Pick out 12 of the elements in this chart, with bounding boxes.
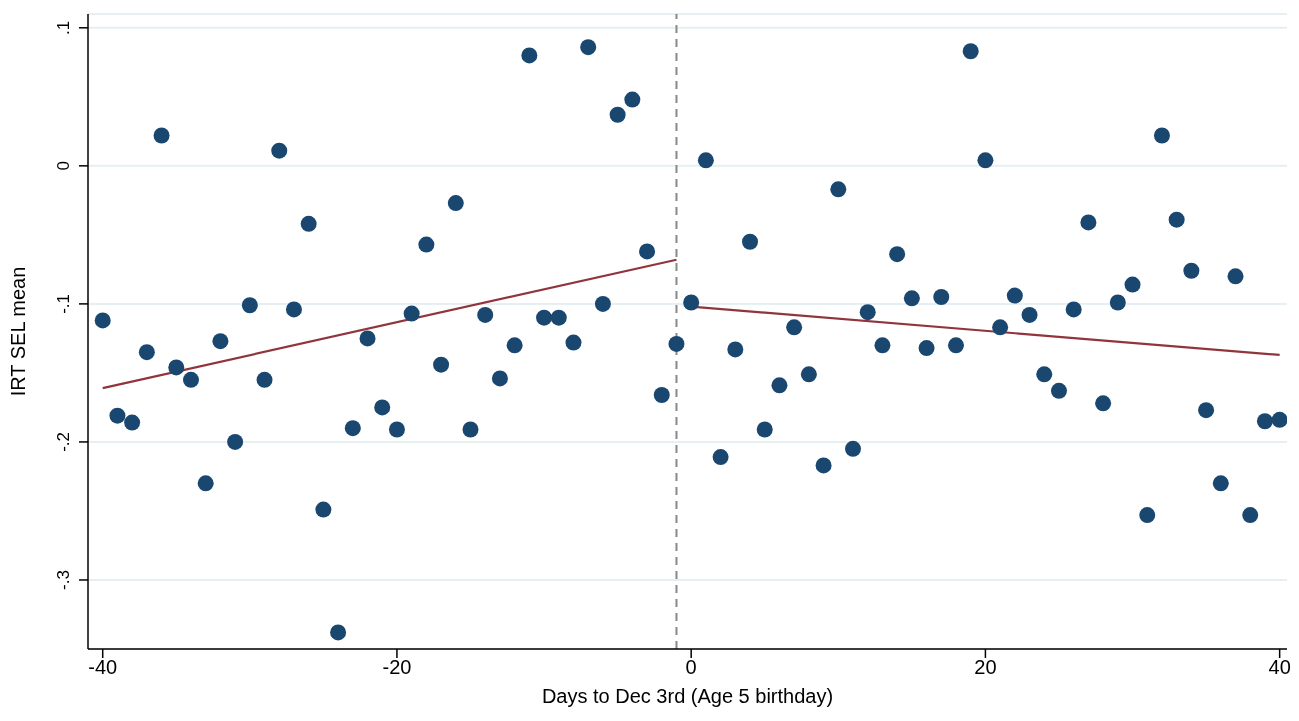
y-tick-label: 0 xyxy=(54,161,73,171)
x-tick-label: 20 xyxy=(974,656,997,679)
x-tick-label: -20 xyxy=(382,656,412,679)
y-tick-label: -.1 xyxy=(54,293,73,314)
x-tick-label: 0 xyxy=(685,656,697,679)
x-tick-label: 40 xyxy=(1268,656,1291,679)
y-tick-label: .1 xyxy=(54,20,73,35)
x-tick-label: -40 xyxy=(88,656,118,679)
y-tick-label: -.3 xyxy=(54,570,73,590)
y-tick-label: -.2 xyxy=(54,432,73,452)
y-axis-title: IRT SEL mean xyxy=(7,266,30,397)
x-axis-title: Days to Dec 3rd (Age 5 birthday) xyxy=(541,685,834,707)
